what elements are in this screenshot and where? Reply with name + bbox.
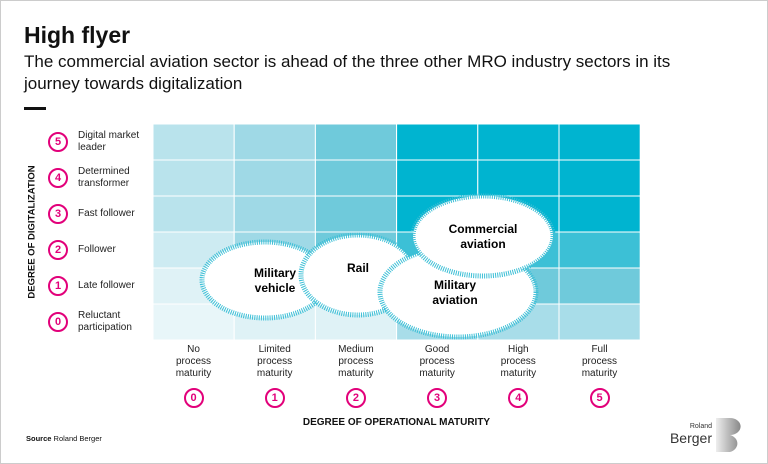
matrix-cell xyxy=(152,123,235,161)
level-number-circle: 3 xyxy=(48,204,68,224)
source-text: Roland Berger xyxy=(53,434,102,443)
level-number-circle: 0 xyxy=(183,388,204,408)
matrix-cell xyxy=(396,123,479,161)
x-level-0: No process maturity 0 xyxy=(153,344,234,408)
level-label: Reluctant participation xyxy=(78,310,132,333)
level-number-circle: 3 xyxy=(427,388,448,408)
sector-label: vehicle xyxy=(255,281,296,295)
subtitle: The commercial aviation sector is ahead … xyxy=(24,52,671,93)
x-level-2: Medium process maturity 2 xyxy=(315,344,396,408)
level-number-circle: 5 xyxy=(589,388,610,408)
matrix-cell xyxy=(314,195,398,233)
x-level-5: Full process maturity 5 xyxy=(559,344,640,408)
sector-label: aviation xyxy=(460,237,505,251)
matrix-cell xyxy=(558,231,641,269)
x-level-3: Good process maturity 3 xyxy=(397,344,478,408)
matrix-cell xyxy=(477,159,560,197)
x-level-4: High process maturity 4 xyxy=(478,344,559,408)
y-level-1: 1 Late follower xyxy=(48,268,135,304)
source-note: Source Roland Berger xyxy=(26,434,102,443)
x-axis-label: DEGREE OF OPERATIONAL MATURITY xyxy=(302,417,491,428)
roland-berger-logo: Roland Berger xyxy=(668,418,748,457)
sector-label: aviation xyxy=(432,293,477,307)
y-level-5: 5 Digital market leader xyxy=(48,124,153,160)
matrix-cell xyxy=(558,267,641,305)
matrix-cell xyxy=(314,123,398,161)
matrix-cell xyxy=(152,303,235,341)
y-level-2: 2 Follower xyxy=(48,232,116,268)
level-label: Medium process maturity xyxy=(338,344,374,379)
level-number-circle: 1 xyxy=(48,276,68,296)
matrix-cell xyxy=(396,159,479,197)
matrix-cell xyxy=(558,303,641,341)
level-label: Fast follower xyxy=(78,208,135,219)
level-number-circle: 2 xyxy=(48,240,68,260)
matrix-cell xyxy=(152,195,235,233)
y-axis-label: DEGREE OF DIGITALIZATION xyxy=(26,165,38,299)
level-number-circle: 4 xyxy=(508,388,529,408)
logo-b-mark xyxy=(716,418,741,452)
matrix-cell xyxy=(152,159,235,197)
level-number-circle: 2 xyxy=(345,388,366,408)
level-label: Good process maturity xyxy=(419,344,455,379)
source-label: Source xyxy=(26,434,52,443)
matrix-cell xyxy=(558,123,641,161)
sector-label: Commercial xyxy=(449,222,518,236)
logo-small-text: Roland xyxy=(690,423,712,430)
level-number-circle: 5 xyxy=(48,132,68,152)
level-label: Follower xyxy=(78,244,116,255)
y-level-0: 0 Reluctant participation xyxy=(48,304,153,340)
level-label: Full process maturity xyxy=(581,344,618,379)
logo-big-text: Berger xyxy=(670,430,712,446)
level-label: Limited process maturity xyxy=(256,344,293,379)
matrix-cell xyxy=(558,159,641,197)
level-number-circle: 0 xyxy=(48,312,68,332)
sector-label: Military xyxy=(434,278,476,292)
level-label: Late follower xyxy=(78,280,135,291)
page-title: High flyer xyxy=(24,22,131,48)
level-label: Determined transformer xyxy=(78,166,130,189)
matrix-cell xyxy=(477,123,560,161)
sector-label: Military xyxy=(254,266,296,280)
x-level-1: Limited process maturity 1 xyxy=(234,344,315,408)
matrix-cell xyxy=(233,159,316,197)
y-level-3: 3 Fast follower xyxy=(48,196,135,232)
level-label: High process maturity xyxy=(500,344,537,379)
sector-label: Rail xyxy=(347,261,369,275)
matrix-cell xyxy=(314,159,398,197)
title-underline xyxy=(24,107,46,110)
y-level-4: 4 Determined transformer xyxy=(48,160,153,196)
level-label: No process maturity xyxy=(175,344,212,379)
matrix-cell xyxy=(558,195,641,233)
matrix-cell xyxy=(233,195,316,233)
level-label: Digital market leader xyxy=(78,130,140,153)
matrix-cell xyxy=(233,123,316,161)
level-number-circle: 1 xyxy=(264,388,285,408)
level-number-circle: 4 xyxy=(48,168,68,188)
